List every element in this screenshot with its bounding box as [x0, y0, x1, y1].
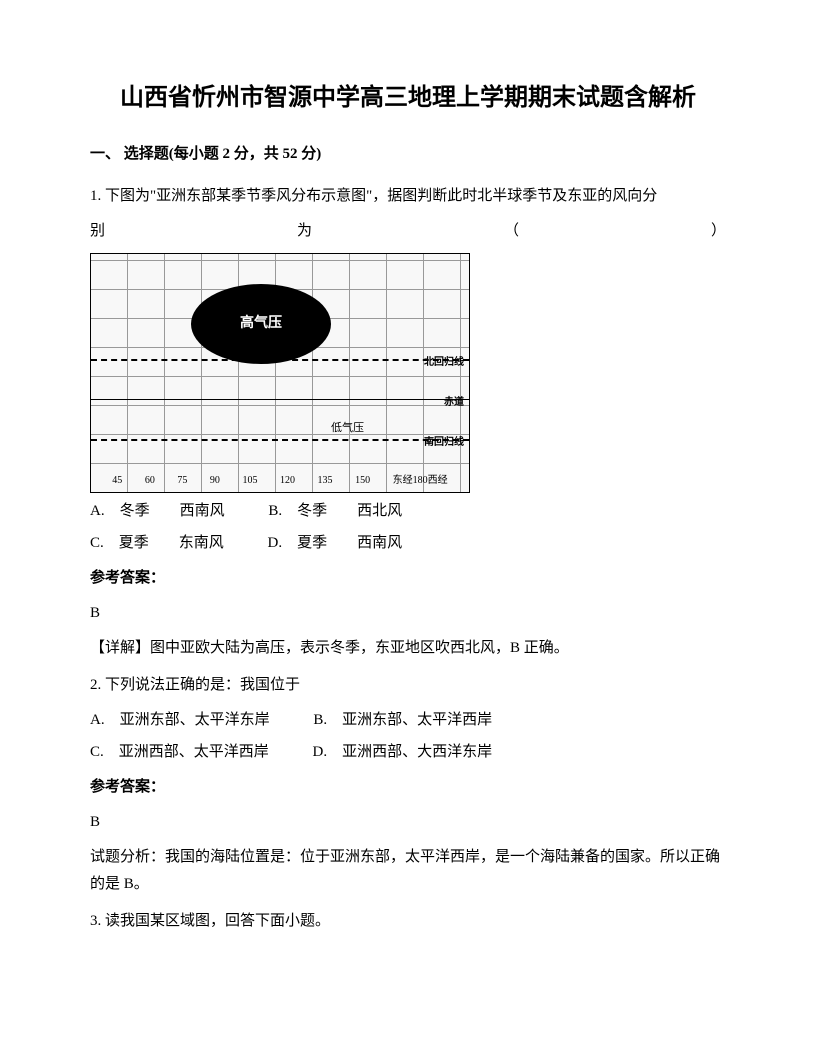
q1-option-b: B. 冬季 西北风 — [268, 498, 402, 525]
q1-option-c: C. 夏季 东南风 — [90, 530, 224, 557]
equator-label: 赤道 — [444, 394, 464, 412]
lon-45: 45 — [112, 472, 122, 490]
section-header: 一、 选择题(每小题 2 分，共 52 分) — [90, 141, 726, 168]
lon-135: 135 — [318, 472, 333, 490]
lon-150: 150 — [355, 472, 370, 490]
lon-label: 东经180西经 — [393, 472, 448, 490]
document-title: 山西省忻州市智源中学高三地理上学期期末试题含解析 — [90, 80, 726, 116]
q2-options-row1: A. 亚洲东部、太平洋东岸 B. 亚洲东部、太平洋西岸 — [90, 707, 726, 734]
tropic-s-label: 南回归线 — [424, 434, 464, 452]
lon-120: 120 — [280, 472, 295, 490]
q1-options-row2: C. 夏季 东南风 D. 夏季 西南风 — [90, 530, 726, 557]
lon-105: 105 — [242, 472, 257, 490]
q1-option-d: D. 夏季 西南风 — [268, 530, 403, 557]
question-2: 2. 下列说法正确的是：我国位于 A. 亚洲东部、太平洋东岸 B. 亚洲东部、太… — [90, 672, 726, 898]
q2-text: 2. 下列说法正确的是：我国位于 — [90, 672, 726, 699]
q1-text-p2a: 别 — [90, 218, 105, 245]
q1-text-line2: 别 为 （ ） — [90, 218, 726, 245]
q1-text-p2c: （ — [504, 218, 519, 245]
low-pressure-label: 低气压 — [331, 419, 364, 439]
q3-text: 3. 读我国某区域图，回答下面小题。 — [90, 908, 726, 935]
tropic-n-label: 北回归线 — [424, 354, 464, 372]
q1-map-diagram: 高气压 低气压 北回归线 赤道 南回归线 45 60 75 90 105 120… — [90, 253, 470, 493]
q1-number: 1. — [90, 188, 101, 204]
q2-number: 2. — [90, 677, 101, 693]
longitude-scale: 45 60 75 90 105 120 135 150 东经180西经 — [91, 472, 469, 490]
q2-option-a: A. 亚洲东部、太平洋东岸 — [90, 707, 270, 734]
q1-option-a: A. 冬季 西南风 — [90, 498, 225, 525]
q1-answer-label: 参考答案： — [90, 565, 726, 592]
q2-answer-label: 参考答案： — [90, 774, 726, 801]
q1-text-part1: 下图为"亚洲东部某季节季风分布示意图"，据图判断此时北半球季节及东亚的风向分 — [105, 188, 657, 204]
q2-option-b: B. 亚洲东部、太平洋西岸 — [313, 707, 492, 734]
high-pressure-label: 高气压 — [191, 284, 331, 364]
q2-options-row2: C. 亚洲西部、太平洋西岸 D. 亚洲西部、大西洋东岸 — [90, 739, 726, 766]
q3-number: 3. — [90, 913, 101, 929]
tropic-s-line — [91, 439, 469, 441]
question-1: 1. 下图为"亚洲东部某季节季风分布示意图"，据图判断此时北半球季节及东亚的风向… — [90, 183, 726, 662]
q1-explanation: 【详解】图中亚欧大陆为高压，表示冬季，东亚地区吹西北风，B 正确。 — [90, 635, 726, 662]
lon-60: 60 — [145, 472, 155, 490]
q1-answer: B — [90, 600, 726, 627]
lon-75: 75 — [177, 472, 187, 490]
q2-text-main: 下列说法正确的是：我国位于 — [105, 677, 300, 693]
question-3: 3. 读我国某区域图，回答下面小题。 — [90, 908, 726, 935]
q2-explanation: 试题分析：我国的海陆位置是：位于亚洲东部，太平洋西岸，是一个海陆兼备的国家。所以… — [90, 844, 726, 898]
lon-90: 90 — [210, 472, 220, 490]
q1-text-p2d: ） — [711, 218, 726, 245]
equator-line — [91, 399, 469, 400]
q3-text-main: 读我国某区域图，回答下面小题。 — [105, 913, 330, 929]
q2-option-c: C. 亚洲西部、太平洋西岸 — [90, 739, 269, 766]
q1-text-line1: 1. 下图为"亚洲东部某季节季风分布示意图"，据图判断此时北半球季节及东亚的风向… — [90, 183, 726, 210]
q1-options-row1: A. 冬季 西南风 B. 冬季 西北风 — [90, 498, 726, 525]
q2-answer: B — [90, 809, 726, 836]
q1-text-p2b: 为 — [297, 218, 312, 245]
q2-option-d: D. 亚洲西部、大西洋东岸 — [313, 739, 493, 766]
